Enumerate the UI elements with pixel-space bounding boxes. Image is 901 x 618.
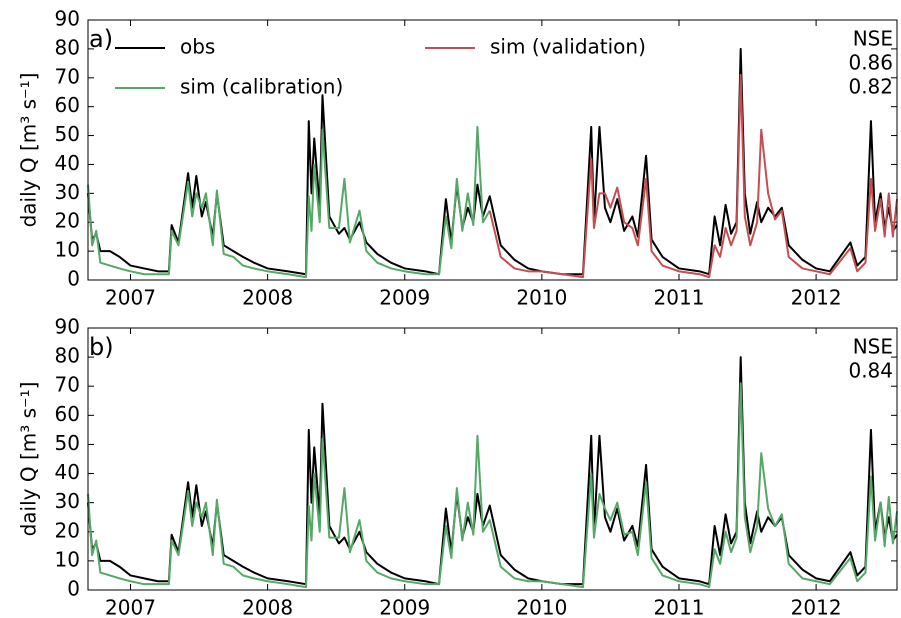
series-line	[488, 73, 898, 279]
y-tick-label: 60	[55, 93, 80, 117]
y-tick-label: 20	[55, 209, 80, 233]
x-tick-label: 2012	[791, 596, 842, 618]
legend-label: sim (validation)	[490, 35, 646, 59]
series-line	[87, 125, 491, 279]
x-tick-label: 2010	[516, 596, 567, 618]
panel: 0 10 20 30 40 50 60 70 80 90 2007 2008 2009 2010 2011 2…	[17, 7, 898, 310]
y-tick-label: 40	[55, 151, 80, 175]
x-tick-label: 2008	[242, 286, 293, 310]
legend-label: sim (calibration)	[180, 75, 343, 99]
x-tick-label: 2011	[654, 286, 705, 310]
panel: 0 10 20 30 40 50 60 70 80 90 2007 2008 2009 2010 2011 2…	[17, 315, 898, 618]
nse-annotation: NSE	[853, 27, 893, 51]
y-tick-label: 70	[55, 373, 80, 397]
series-line	[87, 356, 898, 586]
x-tick-label: 2011	[654, 596, 705, 618]
x-tick-label: 2007	[105, 596, 156, 618]
series-line	[87, 382, 898, 589]
x-tick-label: 2007	[105, 286, 156, 310]
y-tick-label: 90	[55, 7, 80, 31]
x-tick-label: 2012	[791, 286, 842, 310]
y-tick-label: 30	[55, 180, 80, 204]
y-tick-label: 20	[55, 518, 80, 542]
y-tick-label: 50	[55, 122, 80, 146]
y-tick-label: 80	[55, 344, 80, 368]
y-tick-label: 0	[67, 577, 80, 601]
y-tick-label: 0	[67, 267, 80, 291]
y-tick-label: 50	[55, 431, 80, 455]
legend-label: obs	[180, 35, 215, 59]
x-tick-label: 2009	[379, 286, 430, 310]
panel-label: b)	[89, 333, 114, 361]
plot-frame	[87, 19, 898, 281]
y-axis-label: daily Q [m³ s⁻¹]	[17, 73, 41, 228]
y-tick-label: 60	[55, 402, 80, 426]
y-tick-label: 10	[55, 238, 80, 262]
y-tick-label: 30	[55, 489, 80, 513]
y-tick-label: 90	[55, 315, 80, 339]
y-tick-label: 70	[55, 64, 80, 88]
y-tick-label: 10	[55, 547, 80, 571]
y-axis-label: daily Q [m³ s⁻¹]	[17, 382, 41, 537]
x-tick-label: 2009	[379, 596, 430, 618]
x-tick-label: 2008	[242, 596, 293, 618]
nse-annotation: 0.84	[848, 359, 893, 383]
nse-annotation: NSE	[853, 335, 893, 359]
nse-annotation: 0.82	[848, 75, 893, 99]
panel-label: a)	[89, 25, 113, 53]
plot-frame	[87, 327, 898, 591]
nse-annotation: 0.86	[848, 51, 893, 75]
y-tick-label: 40	[55, 460, 80, 484]
y-tick-label: 80	[55, 35, 80, 59]
x-tick-label: 2010	[516, 286, 567, 310]
